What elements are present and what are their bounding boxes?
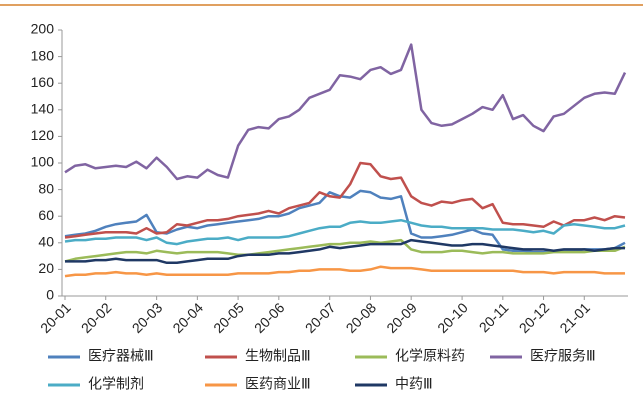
x-tick-label: 20-07 [302,299,339,336]
series-line [64,265,625,278]
y-tick-label: 200 [31,21,55,37]
x-tick-label: 20-10 [434,299,471,336]
legend-label: 化学制剂 [88,376,144,392]
x-tick-label: 20-04 [169,299,206,336]
series-line [65,238,625,265]
legend-label: 化学原料药 [395,348,465,364]
series-line [64,43,627,181]
x-tick-label: 20-06 [251,299,288,336]
y-tick-label: 180 [31,47,55,63]
y-tick-label: 160 [31,74,55,90]
y-tick-label: 140 [31,101,55,117]
x-tick-label: 20-03 [129,299,166,336]
x-tick-label: 20-09 [383,299,420,336]
x-tick-label: 20-11 [476,299,512,335]
x-tick-label: 20-08 [343,299,380,336]
x-tick-label: 21-01 [556,299,593,336]
legend-label: 医疗服务Ⅲ [530,348,596,364]
x-tick-label: 20-05 [210,299,247,336]
x-tick-label: 20-12 [516,299,553,336]
y-tick-label: 120 [31,127,55,143]
y-tick-label: 60 [38,207,54,223]
y-tick-label: 100 [31,154,55,170]
y-tick-label: 80 [38,180,54,196]
x-tick-label: 20-01 [37,299,74,336]
y-tick-label: 40 [38,234,54,250]
y-tick-label: 20 [38,260,54,276]
series-line [64,161,626,239]
legend-label: 生物制品Ⅲ [245,348,311,364]
series-line [64,218,626,246]
legend-label: 中药Ⅲ [395,376,433,392]
x-tick-label: 20-02 [78,299,115,336]
y-tick-label: 0 [46,287,54,303]
legend-label: 医药商业Ⅲ [245,376,311,392]
series-line [64,238,626,263]
legend-label: 医疗器械Ⅲ [88,348,154,364]
